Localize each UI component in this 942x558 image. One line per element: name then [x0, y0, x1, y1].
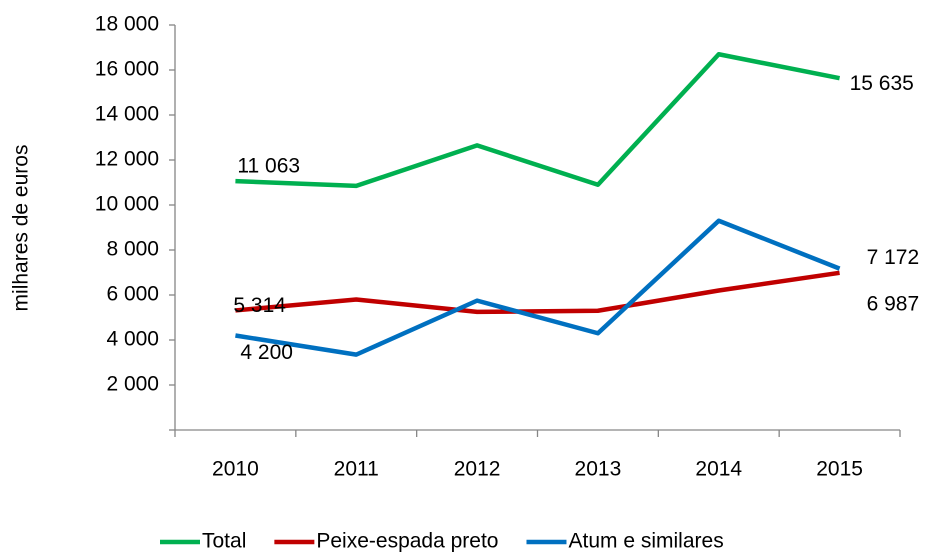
x-tick-label: 2012 [454, 458, 501, 481]
x-tick-label: 2013 [575, 458, 622, 481]
data-label: 11 063 [237, 155, 300, 178]
series-line [235, 270, 840, 315]
series-line [235, 218, 841, 357]
y-axis-label: milhares de euros [10, 145, 33, 312]
data-label: 7 172 [867, 246, 920, 269]
y-tick-label: 6 000 [106, 283, 159, 306]
y-tick-label: 18 000 [95, 13, 159, 36]
data-label: 5 314 [233, 294, 286, 317]
data-label: 6 987 [867, 292, 920, 315]
y-tick-label: 2 000 [106, 373, 159, 396]
x-tick-label: 2011 [334, 458, 379, 481]
x-tick-label: 2014 [695, 458, 742, 481]
y-tick-label: 4 000 [106, 328, 159, 351]
x-tick-label: 2010 [212, 458, 259, 481]
y-tick-label: 14 000 [95, 103, 159, 126]
series-line [235, 52, 841, 189]
y-tick-label: 8 000 [106, 238, 159, 261]
legend-label: Atum e similares [568, 530, 723, 553]
legend-label: Total [202, 530, 246, 553]
legend-label: Peixe-espada preto [316, 530, 498, 553]
y-tick-label: 12 000 [95, 148, 159, 171]
data-label: 15 635 [850, 72, 914, 95]
y-tick-label: 10 000 [95, 193, 159, 216]
x-tick-label: 2015 [816, 458, 863, 481]
y-tick-label: 16 000 [95, 58, 159, 81]
data-label: 4 200 [240, 341, 293, 364]
